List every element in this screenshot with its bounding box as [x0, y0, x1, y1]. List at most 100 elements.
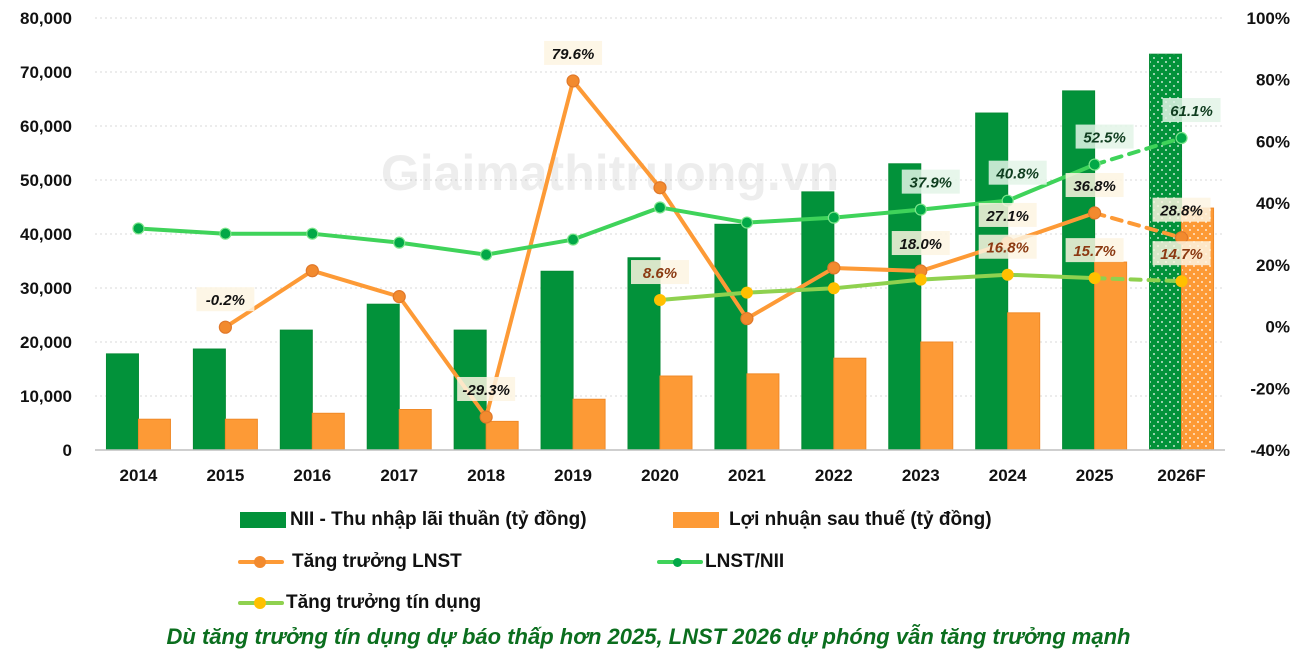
bar-lnst	[1094, 261, 1128, 451]
y-left-tick-label: 40,000	[20, 225, 72, 244]
line-lnst-nii-marker	[219, 227, 232, 240]
line-lnst-nii-data-label: 40.8%	[995, 166, 1039, 183]
y-right-tick-label: 20%	[1256, 256, 1290, 275]
legend-label-nii: NII - Thu nhập lãi thuần (tỷ đồng)	[290, 509, 587, 530]
line-credit-growth-label-bg	[1152, 241, 1211, 266]
line-lnst-growth-segment	[744, 265, 836, 321]
bar-nii	[714, 223, 748, 451]
y-right-tick-label: 100%	[1247, 9, 1290, 28]
line-lnst-growth-label-bg	[891, 231, 950, 256]
line-lnst-nii-segment	[136, 226, 228, 236]
x-tick-label: 2022	[815, 466, 853, 485]
bar-nii	[540, 270, 574, 451]
line-credit-growth-segment	[831, 277, 923, 291]
legend-swatch-lnst	[673, 512, 719, 528]
line-lnst-nii-marker	[827, 211, 840, 224]
line-lnst-growth-marker	[827, 261, 841, 275]
x-tick-label: 2017	[380, 466, 418, 485]
bar-lnst	[659, 375, 693, 451]
line-lnst-growth-data-label: 28.8%	[1159, 203, 1203, 220]
y-left-tick-label: 60,000	[20, 117, 72, 136]
bar-nii	[105, 353, 139, 451]
legend-label-credit: Tăng trưởng tín dụng	[286, 592, 482, 613]
x-tick-label: 2015	[206, 466, 244, 485]
line-lnst-nii-marker	[653, 201, 667, 214]
line-lnst-growth-data-label: 18.0%	[899, 236, 942, 253]
bar-nii	[279, 329, 313, 451]
line-credit-growth-segment	[658, 290, 749, 303]
bar-lnst	[833, 357, 867, 451]
line-lnst-growth-marker	[740, 311, 754, 326]
x-tick-label: 2014	[120, 466, 158, 485]
bar-lnst	[920, 341, 954, 451]
line-lnst-growth-marker	[305, 264, 319, 278]
bar-lnst	[746, 373, 780, 451]
line-credit-growth-segment	[744, 286, 836, 295]
x-tick-label: 2021	[728, 466, 766, 485]
x-tick-label: 2019	[554, 466, 592, 485]
bar-lnst	[1007, 312, 1041, 451]
legend-item-growth: Tăng trưởng LNST	[238, 551, 462, 573]
legend-swatch-growth	[238, 554, 284, 570]
x-tick-label: 2018	[467, 466, 505, 485]
legend-swatch-credit	[238, 595, 284, 611]
line-lnst-nii-label-bg	[988, 160, 1047, 185]
line-lnst-nii-label-bg	[1075, 124, 1134, 149]
y-right-tick-label: 60%	[1256, 132, 1290, 151]
line-lnst-growth-marker	[218, 320, 232, 334]
bar-nii	[1062, 90, 1096, 451]
y-right-tick-label: 0%	[1265, 318, 1290, 337]
line-lnst-growth-marker	[392, 290, 406, 304]
y-right-tick-label: -40%	[1250, 441, 1290, 460]
line-lnst-growth-label-bg	[978, 202, 1037, 227]
line-lnst-growth-data-label: -0.2%	[206, 292, 245, 309]
line-lnst-nii-marker	[480, 248, 493, 261]
bar-lnst	[311, 412, 345, 451]
bar-lnst	[137, 418, 171, 451]
line-credit-growth-data-label: 8.6%	[643, 265, 677, 282]
watermark: Giaimathitruong.vn	[381, 145, 839, 201]
legend-label-lnst: Lợi nhuận sau thuế (tỷ đồng)	[729, 509, 992, 530]
line-lnst-growth-data-label: 79.6%	[552, 46, 595, 63]
line-credit-growth-segment	[918, 272, 1010, 282]
line-lnst-nii-segment	[658, 205, 749, 225]
line-credit-growth-data-label: 14.7%	[1160, 246, 1203, 263]
y-left-tick-label: 80,000	[20, 9, 72, 28]
chart-caption: Dù tăng trưởng tín dụng dự báo thấp hơn …	[166, 624, 1131, 649]
line-lnst-nii-segment	[310, 231, 402, 245]
line-lnst-growth-data-label: 27.1%	[985, 208, 1029, 225]
line-credit-growth-label-bg	[631, 260, 689, 285]
y-left-tick-label: 30,000	[20, 279, 72, 298]
y-left-tick-label: 20,000	[20, 333, 72, 352]
line-lnst-growth-marker	[479, 410, 493, 424]
legend-item-ratio: LNST/NII	[657, 551, 784, 573]
line-lnst-nii-marker	[566, 233, 580, 246]
line-lnst-nii-marker	[1088, 158, 1101, 171]
line-lnst-nii-marker	[132, 222, 145, 235]
line-lnst-nii-segment	[831, 207, 923, 220]
y-left-tick-label: 10,000	[20, 387, 72, 406]
bar-nii	[366, 303, 400, 451]
line-lnst-nii-segment	[397, 240, 489, 257]
bar-lnst	[398, 409, 432, 451]
line-credit-growth-segment	[1005, 272, 1097, 281]
line-lnst-nii-segment	[484, 237, 576, 257]
line-credit-growth-data-label: 15.7%	[1073, 243, 1116, 260]
line-credit-growth-marker	[740, 286, 753, 299]
bar-lnst	[572, 398, 606, 451]
bar-nii	[192, 348, 226, 451]
x-tick-label: 2016	[293, 466, 331, 485]
line-credit-growth-marker	[1001, 268, 1014, 281]
y-left-tick-label: 50,000	[20, 171, 72, 190]
line-credit-growth-marker	[1088, 272, 1101, 285]
bar-nii	[627, 257, 661, 451]
line-credit-growth-data-label: 16.8%	[986, 240, 1029, 257]
line-lnst-growth-data-label: 36.8%	[1073, 178, 1116, 195]
line-lnst-growth-segment	[831, 265, 923, 274]
line-lnst-nii-segment	[571, 205, 662, 242]
y-left-tick-label: 0	[63, 441, 72, 460]
line-lnst-growth-segment	[310, 268, 402, 299]
line-lnst-growth-marker	[1088, 206, 1102, 220]
bar-nii	[801, 191, 835, 451]
line-credit-growth-label-bg	[1065, 238, 1124, 263]
